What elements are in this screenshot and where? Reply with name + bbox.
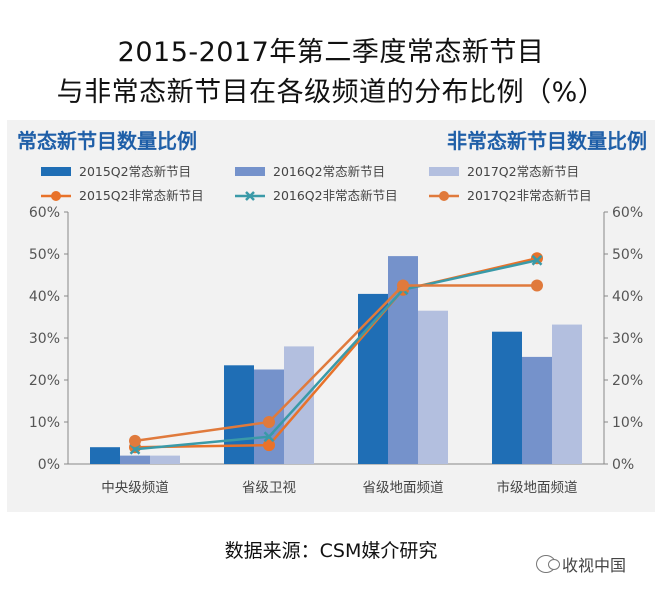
chat-bubble-icon xyxy=(536,555,560,573)
y-tick-label-left: 20% xyxy=(29,373,60,389)
legend-label-1: 2015Q2常态新节目 xyxy=(79,164,191,179)
bar xyxy=(358,293,388,464)
y-tick-label-left: 30% xyxy=(29,331,60,347)
line-point xyxy=(531,279,543,292)
x-tick-label: 省级卫视 xyxy=(242,480,296,496)
line-series-3 xyxy=(134,284,537,443)
y-tick-label-right: 0% xyxy=(612,457,634,473)
bar xyxy=(150,455,180,464)
y-tick-label-left: 60% xyxy=(29,205,60,221)
legend-swatch-3 xyxy=(429,167,459,176)
line-point xyxy=(263,431,275,443)
y-tick-label-right: 40% xyxy=(612,289,643,305)
left-axis-title: 常态新节目数量比例 xyxy=(17,129,197,153)
line-point xyxy=(129,434,141,447)
y-tick-label-left: 40% xyxy=(29,289,60,305)
bar xyxy=(224,365,254,464)
y-tick-label-right: 50% xyxy=(612,247,643,263)
bar xyxy=(90,447,120,464)
right-axis-title: 非常态新节目数量比例 xyxy=(447,129,647,153)
x-tick-label: 市级地面频道 xyxy=(497,479,578,496)
legend-line-label-1: 2015Q2非常态新节目 xyxy=(79,188,204,203)
bar xyxy=(492,331,522,464)
bar xyxy=(418,310,448,464)
y-tick-label-right: 20% xyxy=(612,373,643,389)
y-tick-label-left: 0% xyxy=(38,457,60,473)
x-tick-label: 省级地面频道 xyxy=(363,480,444,496)
chart-panel: 常态新节目数量比例 非常态新节目数量比例 2015Q2常态新节目 2016Q2常态新节… xyxy=(7,120,655,512)
x-tick-label: 中央级频道 xyxy=(101,480,169,496)
line-point xyxy=(397,279,409,292)
y-tick-label-left: 10% xyxy=(29,415,60,431)
legend-label-3: 2017Q2常态新节目 xyxy=(467,164,579,179)
watermark: 收视中国 xyxy=(536,552,626,576)
chart-title-line1: 2015-2017年第二季度常态新节目 xyxy=(117,37,545,68)
legend-line-label-2: 2016Q2非常态新节目 xyxy=(273,188,398,203)
legend-swatch-1 xyxy=(41,167,71,176)
chart-svg: 常态新节目数量比例 非常态新节目数量比例 2015Q2常态新节目 2016Q2常态新节… xyxy=(17,129,647,496)
watermark-text: 收视中国 xyxy=(562,556,627,575)
legend-marker-2 xyxy=(245,191,255,201)
chart-title-line2: 与非常态新节目在各级频道的分布比例（%） xyxy=(56,77,606,108)
line-point xyxy=(531,254,543,266)
data-source: 数据来源：CSM媒介研究 xyxy=(224,540,438,562)
legend-marker-3 xyxy=(439,191,449,201)
line-point xyxy=(263,416,275,428)
y-tick-label-left: 50% xyxy=(29,247,60,263)
y-tick-label-right: 60% xyxy=(612,205,643,221)
bar xyxy=(522,356,552,464)
line-point xyxy=(263,439,275,452)
line-series-2 xyxy=(134,259,538,451)
legend-line-label-3: 2017Q2非常态新节目 xyxy=(467,188,592,203)
bar xyxy=(552,324,582,464)
bar xyxy=(120,455,150,464)
line-point xyxy=(129,443,141,455)
legend-marker-1 xyxy=(51,191,61,201)
y-tick-label-right: 10% xyxy=(612,415,643,431)
legend-label-2: 2016Q2常态新节目 xyxy=(273,164,385,179)
y-tick-label-right: 30% xyxy=(612,331,643,347)
legend-swatch-2 xyxy=(235,167,265,176)
